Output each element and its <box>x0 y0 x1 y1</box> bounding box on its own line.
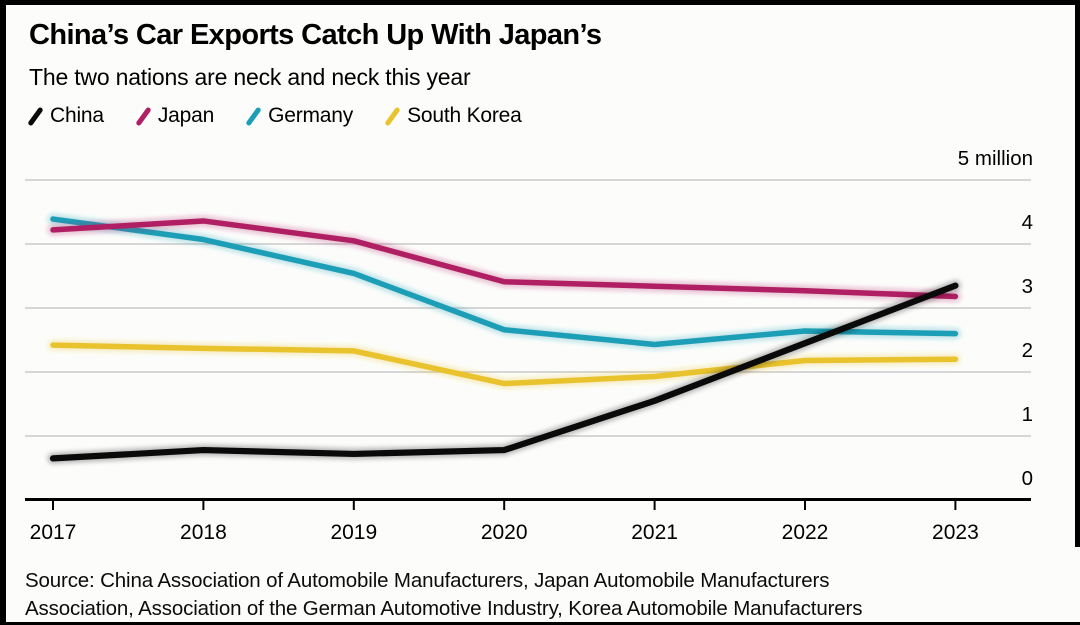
line-south-korea <box>50 342 959 387</box>
line-japan <box>50 218 959 300</box>
legend-item-label: China <box>50 104 104 127</box>
legend-slash-icon <box>245 106 262 126</box>
line-germany-glow <box>47 213 961 350</box>
line-germany <box>50 216 959 348</box>
source-line: Source: China Association of Automobile … <box>25 569 830 592</box>
source-note: Source: China Association of Automobile … <box>25 567 862 622</box>
line-china <box>49 282 959 462</box>
x-tick-label: 2023 <box>932 521 979 544</box>
bottom-border <box>0 622 1080 625</box>
series-lines <box>47 213 961 464</box>
source-line: Association, Association of the German A… <box>25 596 863 620</box>
legend: China Japan Germany South Korea <box>27 103 553 129</box>
top-border <box>0 0 1080 5</box>
legend-item-label: Germany <box>268 104 354 127</box>
legend-item-japan: Japan <box>135 104 214 128</box>
legend-slash-icon <box>135 106 152 126</box>
x-tick-label: 2017 <box>30 521 77 544</box>
y-tick-label: 2 <box>1022 339 1033 362</box>
line-japan-glow <box>47 215 961 302</box>
y-tick-label: 5 million <box>958 147 1033 170</box>
y-tick-label: 1 <box>1022 403 1033 426</box>
axis-labels: 0 1 2 3 4 5 million 2017 2018 2019 2020 2021 2022 20… <box>30 147 1033 544</box>
legend-item-germany: Germany <box>245 104 353 128</box>
y-tick-label: 3 <box>1022 275 1033 298</box>
gridlines <box>25 179 1031 437</box>
x-tick-label: 2021 <box>631 521 678 544</box>
chart-subtitle: The two nations are neck and neck this y… <box>29 64 471 90</box>
x-axis <box>25 498 1031 510</box>
legend-slash-icon <box>384 106 401 126</box>
legend-item-label: Japan <box>157 104 215 127</box>
legend-item-china: China <box>27 104 104 128</box>
x-tick-label: 2019 <box>330 521 377 544</box>
legend-slash-icon <box>27 106 44 126</box>
x-tick-label: 2022 <box>782 521 829 544</box>
legend-item-south-korea: South Korea <box>384 104 522 128</box>
line-south-korea-glow <box>47 339 961 390</box>
legend-item-label: South Korea <box>407 104 522 127</box>
right-border <box>1075 0 1080 547</box>
chart-title: China’s Car Exports Catch Up With Japan’… <box>29 19 602 51</box>
line-china-glow <box>47 280 961 464</box>
y-tick-label: 0 <box>1022 467 1033 490</box>
y-tick-label: 4 <box>1022 211 1033 234</box>
left-border <box>0 0 6 625</box>
x-tick-label: 2018 <box>180 521 227 544</box>
x-tick-label: 2020 <box>481 521 528 544</box>
